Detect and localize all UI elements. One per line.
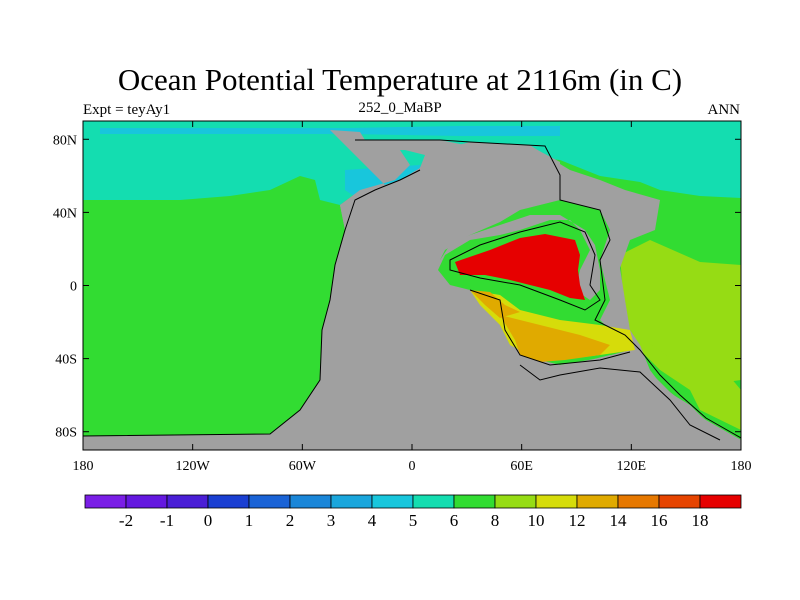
y-tick-label: 40S (55, 353, 77, 368)
colorbar-label: 4 (368, 511, 377, 530)
x-tick-label: 120E (617, 459, 647, 474)
colorbar-swatch (535, 494, 578, 509)
colorbar-label: 0 (204, 511, 213, 530)
colorbar-swatch (125, 494, 168, 509)
x-tick-label: 180 (731, 459, 752, 474)
colorbar-swatch (84, 494, 127, 509)
x-axis: 180 120W 60W 0 60E 120E 180 (73, 121, 752, 474)
southern-coast-outline (469, 289, 631, 366)
colorbar: -2 -1 0 1 2 3 4 5 6 8 10 12 14 16 18 (84, 494, 742, 530)
colorbar-label: 6 (450, 511, 459, 530)
colorbar-swatch (248, 494, 291, 509)
y-axis: 80N 40N 0 40S 80S (53, 133, 741, 441)
colorbar-label: 12 (569, 511, 586, 530)
orange-warm-zone-2 (470, 290, 520, 318)
colorbar-swatch (576, 494, 619, 509)
experiment-label: Expt = teyAy1 (83, 102, 171, 118)
orange-warm-zone (500, 315, 610, 362)
colorbar-swatch (699, 494, 742, 509)
y-tick-label: 80N (53, 133, 77, 148)
colorbar-swatch (453, 494, 496, 509)
colorbar-label: 10 (528, 511, 545, 530)
age-label: 252_0_MaBP (358, 100, 442, 116)
southern-coast-outline-2 (519, 364, 721, 441)
pangea-core (270, 140, 741, 450)
colorbar-swatch (494, 494, 537, 509)
map-title: Ocean Potential Temperature at 2116m (in… (117, 62, 683, 97)
colorbar-swatch (289, 494, 332, 509)
colorbar-label: 16 (651, 511, 668, 530)
colorbar-swatch (658, 494, 701, 509)
x-tick-label: 180 (73, 459, 94, 474)
map-field (83, 121, 741, 450)
colorbar-label: 3 (327, 511, 336, 530)
colorbar-swatch (207, 494, 250, 509)
colorbar-label: 1 (245, 511, 254, 530)
colorbar-label: -1 (160, 511, 174, 530)
colorbar-label: 2 (286, 511, 295, 530)
colorbar-label: 8 (491, 511, 500, 530)
y-tick-label: 40N (53, 206, 77, 221)
colorbar-label: -2 (119, 511, 133, 530)
tethys-outline (449, 221, 601, 311)
colorbar-swatch (617, 494, 660, 509)
colorbar-swatch (371, 494, 414, 509)
x-tick-label: 120W (176, 459, 211, 474)
coastline-west (83, 139, 471, 437)
x-tick-label: 0 (409, 459, 416, 474)
x-tick-label: 60W (289, 459, 317, 474)
yellow-green-zone-2 (630, 270, 741, 385)
blue-strip (100, 126, 560, 136)
season-label: ANN (707, 102, 741, 118)
colorbar-label: 5 (409, 511, 418, 530)
red-hot-zone (455, 234, 585, 300)
cold-north-band (83, 121, 741, 205)
y-tick-label: 80S (55, 426, 77, 441)
colorbar-label: 14 (610, 511, 628, 530)
colorbar-swatch (166, 494, 209, 509)
coastline-east (469, 141, 741, 439)
y-tick-label: 0 (70, 280, 77, 295)
colorbar-swatch (412, 494, 455, 509)
colorbar-label: 18 (692, 511, 709, 530)
x-tick-label: 60E (510, 459, 533, 474)
colorbar-swatch (330, 494, 373, 509)
